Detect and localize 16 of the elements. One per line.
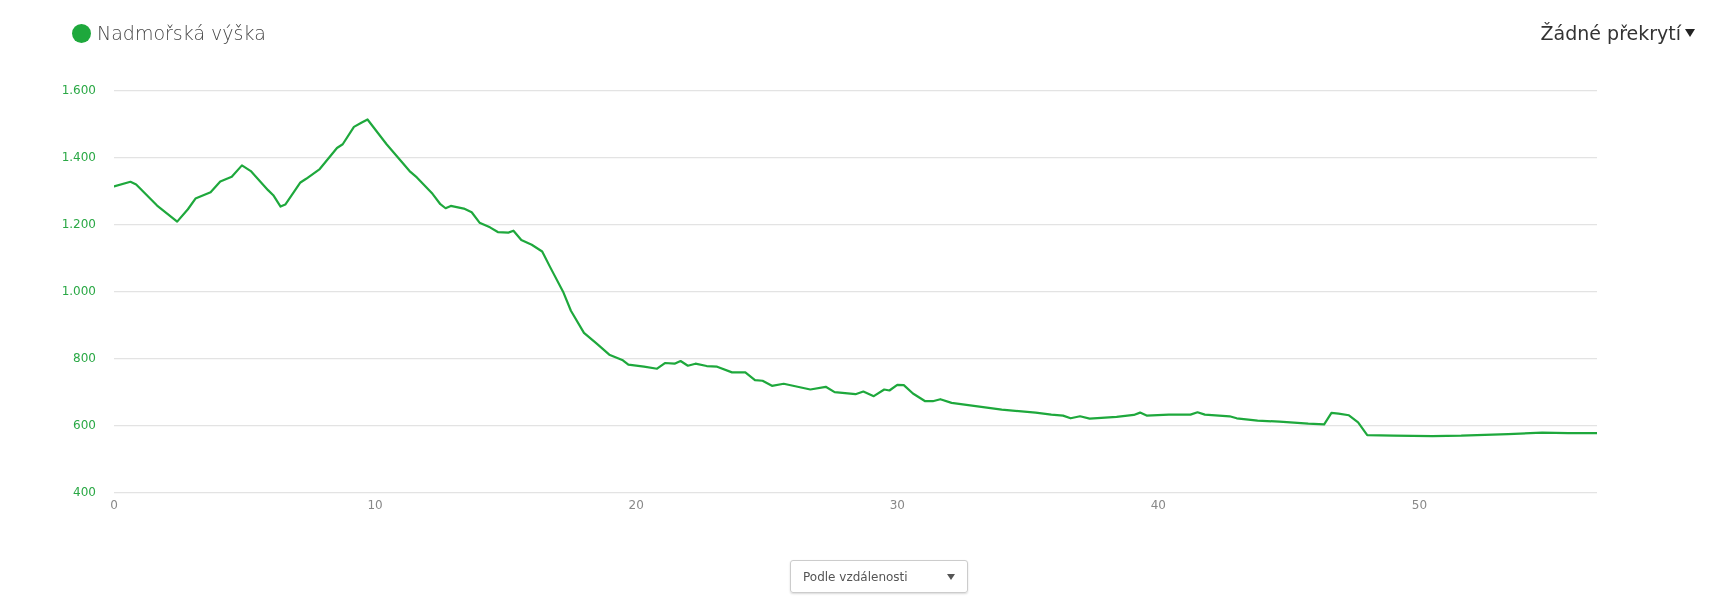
y-tick-label: 400 <box>73 485 96 500</box>
x-tick-label: 0 <box>110 498 118 513</box>
y-tick-label: 800 <box>73 351 96 366</box>
x-tick-label: 30 <box>889 498 905 513</box>
y-tick-label: 600 <box>73 418 96 433</box>
text: Žádné překrytí <box>1540 22 1681 44</box>
y-tick-label: 1.000 <box>61 284 96 299</box>
legend-label: Nadmořská výška <box>97 22 266 44</box>
x-tick-label: 20 <box>628 498 644 513</box>
text: Podle vzdálenosti <box>803 569 908 584</box>
y-tick-label: 1.600 <box>61 83 96 98</box>
x-tick-label: 10 <box>367 498 383 513</box>
y-tick-label: 1.400 <box>61 150 96 165</box>
x-tick-label: 40 <box>1150 498 1167 513</box>
x-tick-label: 50 <box>1411 498 1428 513</box>
y-tick-label: 1.200 <box>61 217 96 232</box>
